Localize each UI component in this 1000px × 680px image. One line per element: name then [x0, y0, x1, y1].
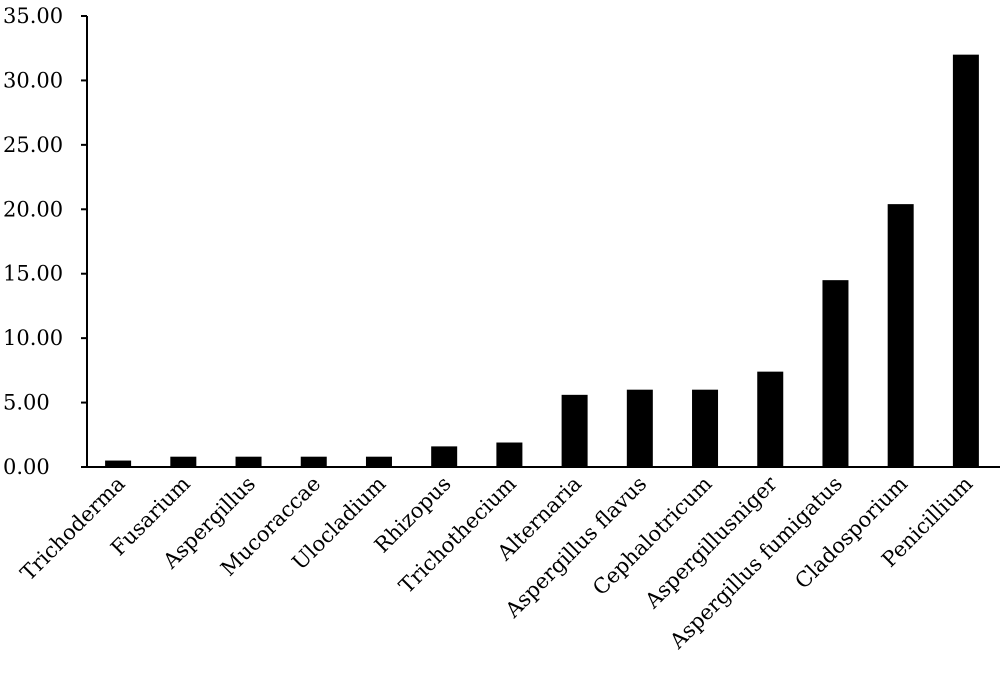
category-labels: TrichodermaFusariumAspergillusMucoraccae…: [16, 471, 978, 654]
bar: [887, 204, 914, 468]
bar: [300, 456, 327, 467]
bar: [170, 456, 197, 467]
y-tick-label: 25.00: [3, 133, 63, 157]
y-tick-label: 20.00: [3, 197, 63, 221]
x-category-label: Cephalotricum: [588, 472, 717, 601]
bar: [235, 456, 262, 467]
bar: [822, 280, 849, 467]
bar: [496, 442, 523, 467]
bar: [431, 446, 458, 467]
x-category-label: Cladosporium: [790, 472, 912, 594]
y-axis: 0.00 5.00 10.00 15.00 20.00 25.00 30.00 35.00: [3, 4, 88, 479]
y-tick-label: 35.00: [3, 4, 63, 28]
y-tick-label: 0.00: [3, 455, 50, 479]
bar: [105, 460, 132, 467]
x-category-label: Trichoderma: [16, 472, 130, 586]
bar: [952, 54, 979, 468]
y-tick-label: 10.00: [3, 326, 63, 350]
y-tick-label: 5.00: [3, 391, 50, 415]
bar: [692, 389, 719, 467]
y-tick-label: 30.00: [3, 68, 63, 92]
bar: [365, 456, 392, 467]
y-tick-label: 15.00: [3, 262, 63, 286]
bar: [757, 371, 784, 467]
bars: [105, 54, 979, 468]
bar: [626, 389, 653, 467]
x-category-label: Trichothecium: [394, 472, 521, 599]
bar: [561, 394, 588, 467]
